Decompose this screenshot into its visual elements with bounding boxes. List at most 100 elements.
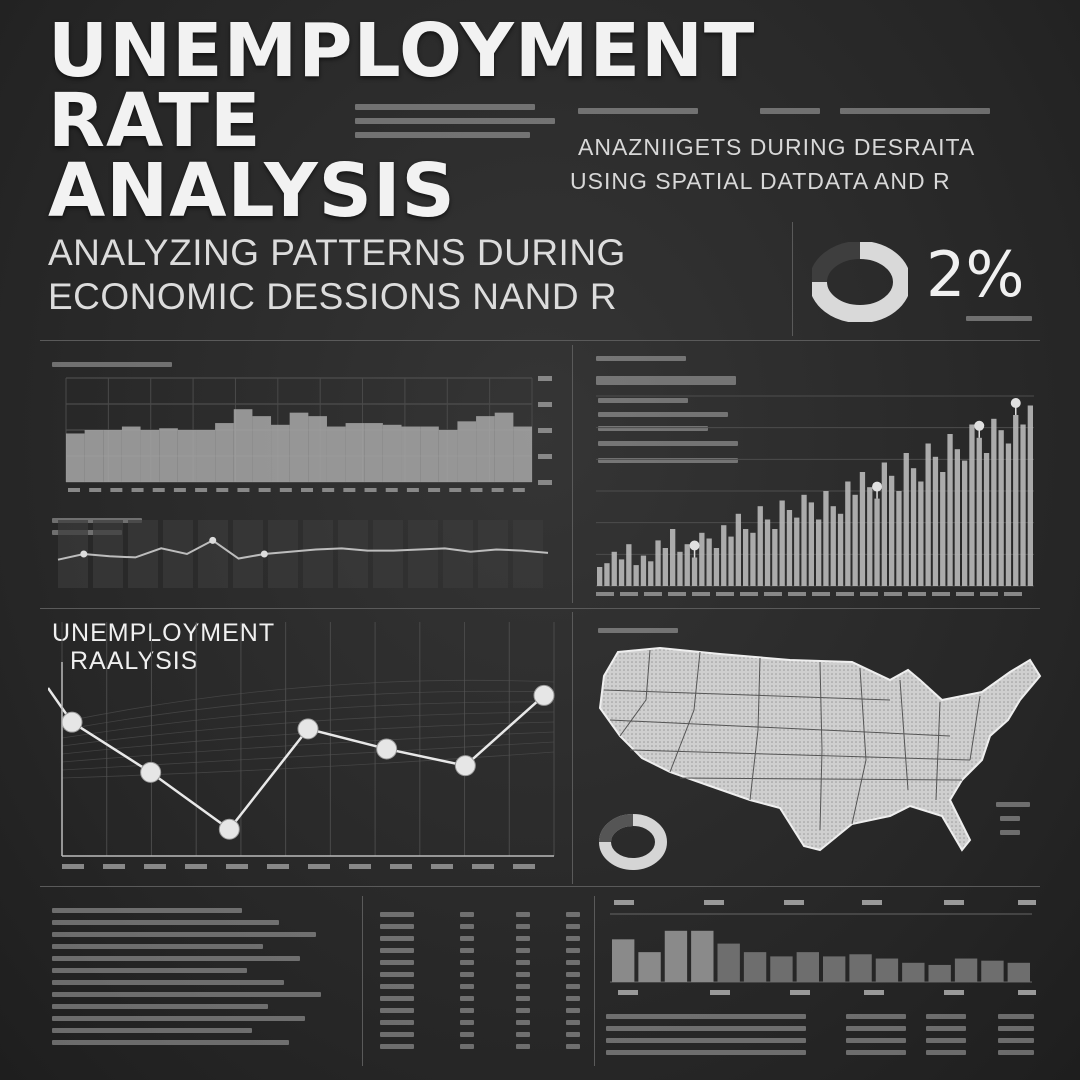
bar — [713, 548, 720, 586]
header-fuzz-text — [355, 118, 555, 124]
x-tick-label — [740, 592, 758, 596]
x-tick-label — [788, 592, 806, 596]
footer-text-line — [52, 920, 279, 925]
x-tick-label — [812, 592, 830, 596]
col-footer — [790, 990, 810, 995]
table-cell — [460, 1008, 474, 1013]
table-cell — [460, 1044, 474, 1049]
area-bar — [252, 416, 272, 482]
x-tick-label — [131, 488, 144, 492]
footer-bar — [823, 956, 846, 982]
col-footer — [864, 990, 884, 995]
table-cell — [380, 912, 414, 917]
footer-text-block — [52, 908, 342, 1058]
footer-note-line — [926, 1014, 966, 1019]
table-cell — [566, 1020, 580, 1025]
footer-text-line — [52, 1028, 252, 1033]
map-legend-fuzz — [996, 802, 1030, 807]
table-cell — [566, 924, 580, 929]
x-tick-label — [322, 488, 335, 492]
footer-bar — [849, 954, 872, 982]
line-panel-title-1: UNEMPLOYMENT — [52, 619, 276, 647]
table-cell — [566, 984, 580, 989]
bar — [837, 513, 844, 586]
x-tick-label — [152, 488, 165, 492]
area-bar — [438, 430, 458, 482]
bar — [867, 487, 873, 586]
col-header — [784, 900, 804, 905]
x-tick-label — [472, 864, 494, 869]
footer-text-line — [52, 992, 321, 997]
area-bar — [177, 430, 197, 482]
footer-note-line — [998, 1038, 1034, 1043]
x-tick-label — [884, 592, 902, 596]
table-cell — [380, 1020, 414, 1025]
x-tick-label — [980, 592, 998, 596]
area-bar — [494, 412, 514, 482]
footer-bar — [691, 930, 714, 982]
bar — [691, 557, 698, 586]
footer-table — [380, 912, 580, 1062]
table-cell — [516, 972, 530, 977]
header-fuzz-text — [578, 108, 698, 114]
data-point — [376, 738, 398, 760]
header-fuzz-text — [840, 108, 990, 114]
bar — [1020, 424, 1026, 586]
table-cell — [380, 936, 414, 941]
footer-note-line — [846, 1050, 906, 1055]
bar — [648, 561, 654, 586]
area-bar — [103, 430, 122, 482]
spark-point — [80, 550, 88, 558]
bar — [954, 449, 960, 586]
area-bar — [308, 416, 327, 482]
footer-note-line — [846, 1026, 906, 1031]
bar — [728, 536, 734, 586]
x-tick-label — [364, 488, 377, 492]
footer-text-line — [52, 968, 247, 973]
data-point — [61, 711, 83, 733]
y-tick-label — [538, 454, 552, 459]
footer-note-line — [998, 1026, 1034, 1031]
bar — [852, 494, 858, 586]
mid-divider — [40, 608, 1040, 609]
texture-curve — [61, 690, 555, 731]
footer-note-line — [846, 1038, 906, 1043]
bar — [910, 468, 917, 586]
area-bar — [289, 412, 309, 482]
x-tick-label — [390, 864, 412, 869]
spark-column — [93, 520, 123, 588]
x-tick-label — [267, 864, 289, 869]
bar — [1005, 443, 1012, 586]
x-tick-label — [343, 488, 356, 492]
area-bar — [140, 430, 160, 482]
table-cell — [380, 924, 414, 929]
bar — [706, 538, 712, 586]
bar — [1013, 415, 1019, 586]
table-cell — [460, 960, 474, 965]
texture-curve — [61, 731, 555, 763]
col-header — [944, 900, 964, 905]
bar — [633, 565, 639, 586]
spark-column — [443, 520, 473, 588]
highlight-point — [689, 540, 700, 551]
table-cell — [566, 1032, 580, 1037]
kpi-caption-fuzz — [966, 316, 1032, 321]
texture-curve — [61, 701, 555, 739]
bar — [874, 498, 880, 586]
x-tick-label — [258, 488, 271, 492]
x-tick-label — [512, 488, 525, 492]
table-cell — [380, 984, 414, 989]
bar — [816, 519, 822, 586]
bar-chart — [596, 395, 1034, 596]
data-point — [297, 718, 319, 740]
highlight-point — [974, 420, 985, 431]
spark-column — [408, 520, 438, 588]
table-cell — [516, 924, 530, 929]
area-bar — [401, 426, 421, 482]
col-footer — [618, 990, 638, 995]
x-tick-label — [406, 488, 419, 492]
spark-column — [198, 520, 228, 588]
header-divider — [40, 340, 1040, 341]
table-cell — [460, 912, 474, 917]
table-cell — [516, 1008, 530, 1013]
